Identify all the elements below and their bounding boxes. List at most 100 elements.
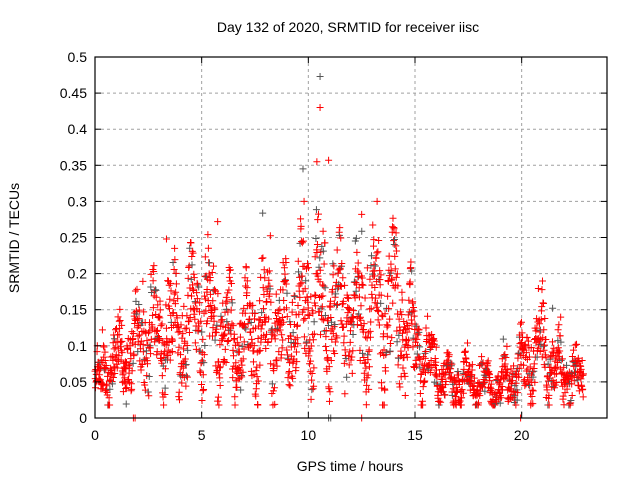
- data-point-primary: [257, 325, 265, 333]
- data-point-primary: [306, 368, 314, 376]
- data-point-primary: [461, 348, 469, 356]
- data-point-secondary: [223, 318, 231, 326]
- data-point-primary: [542, 335, 550, 343]
- data-point-primary: [265, 267, 273, 275]
- data-point-primary: [203, 285, 211, 293]
- y-tick-label: 0.15: [60, 302, 87, 318]
- data-point-primary: [162, 235, 170, 243]
- data-point-primary: [216, 374, 224, 382]
- data-point-primary: [524, 378, 532, 386]
- data-point-primary: [123, 384, 131, 392]
- data-point-primary: [126, 378, 134, 386]
- data-point-primary: [116, 317, 124, 325]
- data-point-primary: [282, 259, 290, 267]
- data-point-primary: [266, 290, 274, 298]
- data-point-secondary: [481, 387, 489, 395]
- data-point-primary: [538, 286, 546, 294]
- data-point-primary: [522, 349, 530, 357]
- data-point-primary: [386, 315, 394, 323]
- data-point-secondary: [184, 346, 192, 354]
- data-point-primary: [170, 297, 178, 305]
- data-point-primary: [284, 356, 292, 364]
- data-point-primary: [569, 346, 577, 354]
- data-point-primary: [113, 364, 121, 372]
- data-point-primary: [270, 361, 278, 369]
- data-point-primary: [382, 367, 390, 375]
- data-point-primary: [277, 351, 285, 359]
- data-point-primary: [545, 391, 553, 399]
- data-point-primary: [355, 293, 363, 301]
- data-point-primary: [243, 284, 251, 292]
- data-point-primary: [367, 318, 375, 326]
- data-point-primary: [239, 355, 247, 363]
- data-point-primary: [313, 158, 321, 166]
- data-point-primary: [390, 225, 398, 233]
- data-point-primary: [229, 352, 237, 360]
- data-point-primary: [128, 328, 136, 336]
- data-point-primary: [386, 340, 394, 348]
- data-point-primary: [218, 316, 226, 324]
- data-point-primary: [520, 361, 528, 369]
- data-point-primary: [307, 395, 315, 403]
- data-point-primary: [366, 333, 374, 341]
- data-point-primary: [465, 367, 473, 375]
- data-point-primary: [319, 227, 327, 235]
- data-point-primary: [171, 300, 179, 308]
- data-point-primary: [115, 331, 123, 339]
- data-point-primary: [152, 293, 160, 301]
- data-point-primary: [209, 324, 217, 332]
- data-point-secondary: [391, 235, 399, 243]
- data-point-secondary: [546, 355, 554, 363]
- data-point-primary: [468, 361, 476, 369]
- chart-title: Day 132 of 2020, SRMTID for receiver iis…: [217, 19, 479, 35]
- data-point-primary: [555, 321, 563, 329]
- data-point-primary: [521, 342, 529, 350]
- data-point-primary: [334, 269, 342, 277]
- data-point-primary: [287, 332, 295, 340]
- data-point-primary: [455, 371, 463, 379]
- data-point-primary: [403, 353, 411, 361]
- data-point-primary: [300, 316, 308, 324]
- data-point-primary: [445, 351, 453, 359]
- data-point-primary: [299, 237, 307, 245]
- data-point-primary: [327, 356, 335, 364]
- data-point-primary: [362, 364, 370, 372]
- data-point-primary: [512, 379, 520, 387]
- data-point-primary: [185, 317, 193, 325]
- data-point-primary: [331, 350, 339, 358]
- data-point-primary: [143, 337, 151, 345]
- data-point-primary: [400, 318, 408, 326]
- data-point-primary: [188, 247, 196, 255]
- data-point-primary: [137, 337, 145, 345]
- data-point-primary: [187, 239, 195, 247]
- data-point-primary: [173, 314, 181, 322]
- data-point-primary: [101, 348, 109, 356]
- data-point-primary: [329, 271, 337, 279]
- data-point-primary: [387, 260, 395, 268]
- data-point-primary: [240, 304, 248, 312]
- data-point-primary: [307, 293, 315, 301]
- data-point-primary: [215, 370, 223, 378]
- data-point-primary: [579, 385, 587, 393]
- data-point-primary: [273, 356, 281, 364]
- data-point-primary: [224, 289, 232, 297]
- data-point-primary: [122, 385, 130, 393]
- data-point-primary: [225, 337, 233, 345]
- data-point-primary: [371, 272, 379, 280]
- data-point-primary: [253, 373, 261, 381]
- data-point-primary: [288, 298, 296, 306]
- data-point-primary: [278, 313, 286, 321]
- data-point-primary: [422, 324, 430, 332]
- data-point-primary: [292, 348, 300, 356]
- data-point-primary: [175, 343, 183, 351]
- data-point-primary: [162, 324, 170, 332]
- data-point-secondary: [539, 342, 547, 350]
- data-point-primary: [452, 392, 460, 400]
- data-point-primary: [309, 331, 317, 339]
- data-point-primary: [578, 382, 586, 390]
- data-point-secondary: [331, 321, 339, 329]
- data-point-primary: [197, 317, 205, 325]
- data-point-primary: [117, 347, 125, 355]
- data-point-secondary: [352, 287, 360, 295]
- data-point-primary: [216, 341, 224, 349]
